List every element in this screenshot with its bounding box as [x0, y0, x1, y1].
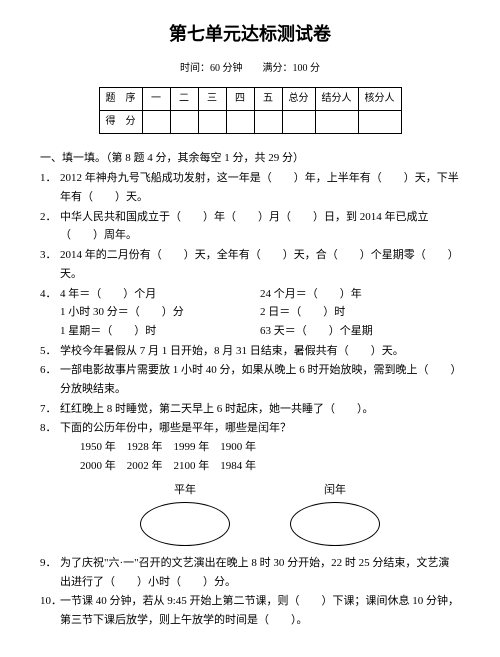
- q-number: 4．: [40, 285, 57, 304]
- q4-d: 2 日＝（ ）时: [260, 303, 460, 322]
- th-col: 三: [198, 87, 226, 110]
- q-text: 2014 年的二月份有（ ）天，全年有（ ）天，合（ ）个星期零（ ）天。: [60, 249, 459, 280]
- question-1: 1． 2012 年神舟九号飞船成功发射，这一年是（ ）年，上半年有（ ）天，下半…: [40, 169, 460, 206]
- table-row: 题 序 一 二 三 四 五 总分 结分人 核分人: [99, 87, 401, 110]
- td-blank: [142, 110, 170, 133]
- q8-years-2: 2000 年 2002 年 2100 年 1984 年: [60, 457, 460, 476]
- td-blank: [358, 110, 401, 133]
- q-text: 红红晚上 8 时睡觉，第二天早上 6 时起床，她一共睡了（ ）。: [60, 403, 374, 415]
- q-number: 6．: [40, 361, 57, 380]
- question-9: 9． 为了庆祝"六·一"召开的文艺演出在晚上 8 时 30 分开始，22 时 2…: [40, 554, 460, 591]
- q4-f: 63 天＝（ ）个星期: [260, 322, 460, 341]
- q-number: 9．: [40, 554, 57, 573]
- th-col: 四: [226, 87, 254, 110]
- th-col: 总分: [282, 87, 315, 110]
- exam-meta: 时间：60 分钟 满分：100 分: [40, 61, 460, 77]
- oval-shape: [290, 502, 380, 546]
- q-text: 下面的公历年份中，哪些是平年，哪些是闰年？: [60, 422, 291, 434]
- question-10: 10． 一节课 40 分钟，若从 9:45 开始上第二节课，则（ ）下课；课间休…: [40, 592, 460, 629]
- page-title: 第七单元达标测试卷: [40, 20, 460, 49]
- oval-group-left: 平年: [140, 481, 230, 546]
- q-text: 为了庆祝"六·一"召开的文艺演出在晚上 8 时 30 分开始，22 时 25 分…: [60, 557, 449, 588]
- td-blank: [282, 110, 315, 133]
- q-text: 一节课 40 分钟，若从 9:45 开始上第二节课，则（ ）下课；课间休息 10…: [60, 595, 459, 626]
- td-blank: [198, 110, 226, 133]
- oval-label-right: 闰年: [290, 481, 380, 500]
- td-blank: [226, 110, 254, 133]
- q4-a: 4 年＝（ ）个月: [60, 285, 260, 304]
- oval-shape: [140, 502, 230, 546]
- score-table: 题 序 一 二 三 四 五 总分 结分人 核分人 得 分: [99, 87, 402, 134]
- th-label: 题 序: [99, 87, 142, 110]
- question-5: 5． 学校今年暑假从 7 月 1 日开始，8 月 31 日结束，暑假共有（ ）天…: [40, 342, 460, 361]
- oval-group-right: 闰年: [290, 481, 380, 546]
- oval-label-left: 平年: [140, 481, 230, 500]
- td-blank: [315, 110, 358, 133]
- th-col: 核分人: [358, 87, 401, 110]
- q-text: 学校今年暑假从 7 月 1 日开始，8 月 31 日结束，暑假共有（ ）天。: [60, 345, 404, 357]
- q-number: 1．: [40, 169, 57, 188]
- q-number: 5．: [40, 342, 57, 361]
- q4-b: 24 个月＝（ ）年: [260, 285, 460, 304]
- q8-years-1: 1950 年 1928 年 1999 年 1900 年: [60, 438, 460, 457]
- th-col: 五: [254, 87, 282, 110]
- question-3: 3． 2014 年的二月份有（ ）天，全年有（ ）天，合（ ）个星期零（ ）天。: [40, 246, 460, 283]
- q-number: 2．: [40, 208, 57, 227]
- th-col: 一: [142, 87, 170, 110]
- th-col: 结分人: [315, 87, 358, 110]
- q4-c: 1 小时 30 分＝（ ）分: [60, 303, 260, 322]
- question-4: 4． 4 年＝（ ）个月 24 个月＝（ ）年 1 小时 30 分＝（ ）分 2…: [40, 285, 460, 341]
- question-2: 2． 中华人民共和国成立于（ ）年（ ）月（ ）日，到 2014 年已成立（ ）…: [40, 208, 460, 245]
- td-blank: [170, 110, 198, 133]
- q-number: 7．: [40, 400, 57, 419]
- th-col: 二: [170, 87, 198, 110]
- question-8: 8． 下面的公历年份中，哪些是平年，哪些是闰年？ 1950 年 1928 年 1…: [40, 419, 460, 546]
- oval-group-container: 平年 闰年: [60, 481, 460, 546]
- section-1-head: 一、填一填。（第 8 题 4 分，其余每空 1 分，共 29 分）: [40, 150, 460, 168]
- q-number: 3．: [40, 246, 57, 265]
- th-score-label: 得 分: [99, 110, 142, 133]
- q-text: 中华人民共和国成立于（ ）年（ ）月（ ）日，到 2014 年已成立（ ）周年。: [60, 211, 429, 242]
- q-number: 8．: [40, 419, 57, 438]
- q4-e: 1 星期＝（ ）时: [60, 322, 260, 341]
- question-list: 1． 2012 年神舟九号飞船成功发射，这一年是（ ）年，上半年有（ ）天，下半…: [40, 169, 460, 629]
- q-text: 2012 年神舟九号飞船成功发射，这一年是（ ）年，上半年有（ ）天，下半年有（…: [60, 172, 459, 203]
- q-text: 一部电影故事片需要放 1 小时 40 分，如果从晚上 6 时开始放映，需到晚上（…: [60, 364, 456, 395]
- table-row: 得 分: [99, 110, 401, 133]
- q-number: 10．: [40, 592, 62, 611]
- td-blank: [254, 110, 282, 133]
- question-7: 7． 红红晚上 8 时睡觉，第二天早上 6 时起床，她一共睡了（ ）。: [40, 400, 460, 419]
- question-6: 6． 一部电影故事片需要放 1 小时 40 分，如果从晚上 6 时开始放映，需到…: [40, 361, 460, 398]
